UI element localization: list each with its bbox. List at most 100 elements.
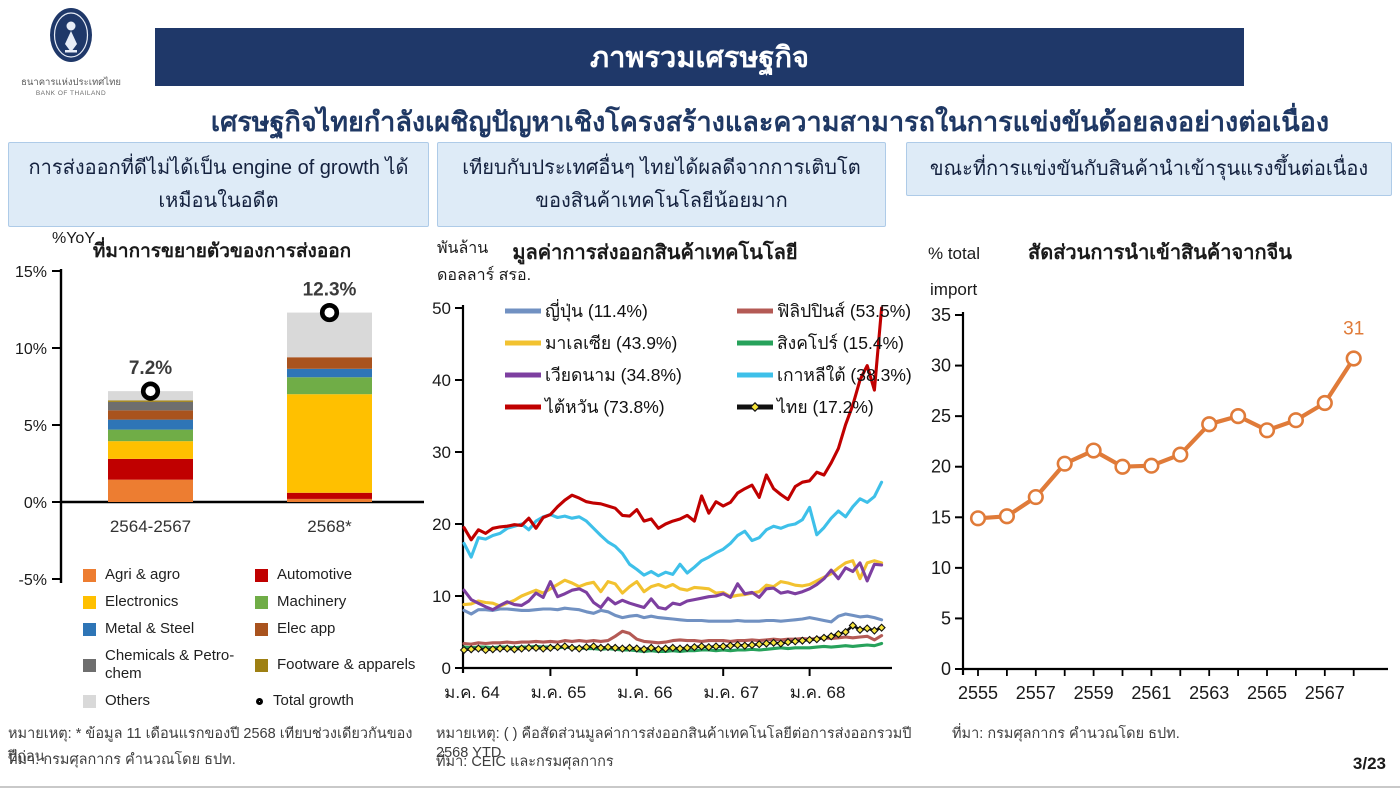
legend-swatch-icon xyxy=(255,658,268,672)
data-point-marker xyxy=(1258,422,1276,439)
svg-text:20: 20 xyxy=(931,457,951,477)
diamond-marker xyxy=(834,629,843,639)
legend-label: เกาหลีใต้ (38.3%) xyxy=(777,365,912,385)
total-growth-marker xyxy=(140,381,161,401)
bar-segment xyxy=(108,419,193,430)
legend-item: Machinery xyxy=(255,593,415,611)
diamond-marker xyxy=(603,642,613,652)
diamond-marker xyxy=(546,643,555,653)
diamond-marker xyxy=(863,624,872,633)
china-chart-title: สัดส่วนการนำเข้าสินค้าจากจีน xyxy=(1028,242,1292,264)
total-growth-label: 7.2% xyxy=(129,358,172,379)
svg-text:20: 20 xyxy=(432,515,451,534)
legend-swatch-icon xyxy=(255,622,268,636)
diamond-marker xyxy=(589,642,598,651)
svg-text:10: 10 xyxy=(432,587,451,606)
svg-text:15%: 15% xyxy=(15,264,47,281)
x-tick-label: 2555 xyxy=(958,683,998,703)
x-tick-label: ม.ค. 68 xyxy=(790,683,846,702)
bar-category-label: 2564-2567 xyxy=(110,517,191,536)
diamond-marker xyxy=(719,642,728,651)
slide-subtitle: เศรษฐกิจไทยกำลังเผชิญปัญหาเชิงโครงสร้างแ… xyxy=(210,107,1330,137)
tech-exports-line-chart: 0 10 20 30 40 50 ม.ค. 64 ม.ค. 65 ม.ค. 66 ม.ค. 67 ม… xyxy=(432,299,912,702)
panel-exports-heading-text: การส่งออกที่ดีไม่ได้เป็น engine of growt… xyxy=(28,156,409,212)
svg-text:40: 40 xyxy=(432,371,451,390)
legend-label: ไต้หวัน (73.8%) xyxy=(543,397,665,417)
legend-swatch-icon xyxy=(83,568,96,582)
legend-swatch-icon xyxy=(83,694,96,708)
series-line-5 xyxy=(462,480,884,578)
diamond-marker xyxy=(467,645,476,654)
diamond-marker xyxy=(711,642,721,651)
legend-label: ญี่ปุ่น (11.4%) xyxy=(545,299,648,322)
legend-item: Footware & apparels xyxy=(255,647,415,683)
x-tick-label: ม.ค. 65 xyxy=(531,683,587,702)
legend-item: Electronics xyxy=(83,593,255,611)
diamond-marker xyxy=(827,632,836,641)
footnote-middle-note: หมายเหตุ: ( ) คือสัดส่วนมูลค่าการส่งออกส… xyxy=(436,726,912,761)
data-point-marker xyxy=(969,510,987,527)
x-tick-label: 2561 xyxy=(1131,683,1171,703)
diamond-marker xyxy=(618,644,627,653)
diamond-marker xyxy=(531,643,541,653)
diamond-marker xyxy=(740,641,749,650)
diamond-marker xyxy=(733,640,742,650)
bar-chart-title: ที่มาการขยายตัวของการส่งออก xyxy=(92,241,352,262)
legend-item-total-growth: Total growth xyxy=(255,692,415,710)
logo-org-name-en: BANK OF THAILAND xyxy=(35,90,107,97)
bottom-strip xyxy=(0,786,1400,788)
legend-swatch-icon xyxy=(255,595,268,609)
bar-segment xyxy=(287,498,372,502)
data-point-marker xyxy=(1172,446,1189,463)
legend-label: Machinery xyxy=(277,593,347,610)
x-tick-label: 2565 xyxy=(1247,683,1287,703)
diamond-marker xyxy=(668,643,677,653)
diamond-marker xyxy=(632,644,641,653)
slide-title-bar: ภาพรวมเศรษฐกิจ xyxy=(155,28,1244,86)
legend-label: เวียดนาม (34.8%) xyxy=(545,365,682,385)
diamond-marker xyxy=(683,643,692,653)
footnote-left-note: หมายเหตุ: * ข้อมูล 11 เดือนแรกของปี 2568… xyxy=(8,726,413,765)
diamond-marker xyxy=(783,637,793,647)
tech-chart-unit-label-1: พันล้าน xyxy=(437,240,489,257)
diamond-marker xyxy=(755,640,764,649)
legend-label: Total growth xyxy=(273,692,354,709)
footnote-middle-source: ที่มา: CEIC และกรมศุลกากร xyxy=(436,754,614,770)
bar-segment xyxy=(108,441,193,459)
diamond-marker xyxy=(726,641,735,650)
legend-item: Others xyxy=(83,692,255,710)
bar-segment xyxy=(287,394,372,493)
svg-text:-5%: -5% xyxy=(19,572,47,589)
legend-label: Chemicals & Petro-chem xyxy=(105,647,235,682)
page-number: 3/23 xyxy=(1352,754,1386,773)
legend-item: Automotive xyxy=(255,566,415,584)
data-point-marker xyxy=(1316,394,1333,412)
legend-label: Metal & Steel xyxy=(105,620,195,637)
bar-segment xyxy=(287,492,372,499)
legend-item: Metal & Steel xyxy=(83,620,255,638)
data-point-marker xyxy=(998,508,1015,525)
legend-swatch-icon xyxy=(83,595,96,609)
footnote-left-source: ที่มา: กรมศุลกากร คำนวณโดย ธปท. xyxy=(8,752,236,768)
x-tick-label: ม.ค. 67 xyxy=(703,683,759,702)
diamond-marker xyxy=(582,642,591,652)
diamond-marker xyxy=(675,644,685,653)
diamond-marker xyxy=(661,644,670,653)
legend-diamond-icon xyxy=(749,401,761,413)
legend-label: มาเลเซีย (43.9%) xyxy=(545,333,677,353)
china-chart-unit-label-2: import xyxy=(930,280,978,299)
legend-item: Agri & agro xyxy=(83,566,255,584)
series-line-2 xyxy=(462,559,884,608)
export-growth-stacked-bar-chart: 15% 10% 5% 0% -5% 7.2% 2564-2567 12.3% 2568* xyxy=(15,264,424,589)
diamond-marker xyxy=(567,643,577,653)
diamond-marker xyxy=(690,642,699,652)
footnote-right-source: ที่มา: กรมศุลกากร คำนวณโดย ธปท. xyxy=(952,726,1180,742)
svg-text:35: 35 xyxy=(931,305,951,325)
series-line-4 xyxy=(462,561,884,612)
legend-swatch-icon xyxy=(83,658,96,672)
data-point-marker xyxy=(1230,408,1247,425)
diamond-marker xyxy=(654,645,663,654)
svg-text:0%: 0% xyxy=(24,495,47,512)
svg-text:10: 10 xyxy=(931,558,951,578)
